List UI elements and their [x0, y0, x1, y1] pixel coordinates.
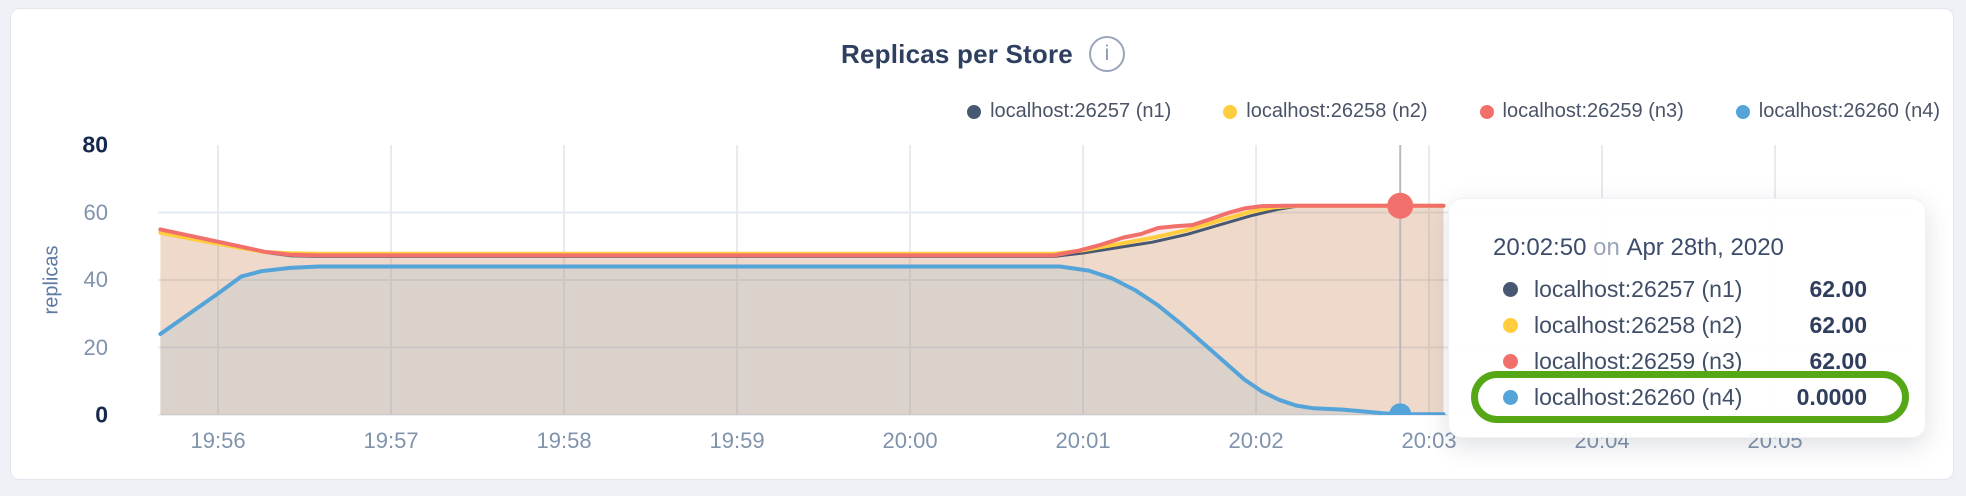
- legend-label: localhost:26260 (n4): [1758, 100, 1940, 122]
- x-tick-20:01: 20:01: [1055, 428, 1111, 453]
- legend-label: localhost:26259 (n3): [1502, 100, 1684, 122]
- tooltip-date: Apr 28th, 2020: [1626, 234, 1784, 261]
- info-icon-glyph: i: [1104, 42, 1110, 65]
- tooltip-connector: on: [1586, 234, 1627, 261]
- tooltip-series-dot-icon: [1503, 317, 1518, 333]
- x-tick-19:57: 19:57: [363, 428, 419, 453]
- tooltip-series-label: localhost:26259 (n3): [1534, 347, 1743, 374]
- legend-item-n4[interactable]: localhost:26260 (n4): [1735, 100, 1940, 123]
- x-tick-19:59: 19:59: [709, 428, 765, 453]
- y-tick-40: 40: [83, 267, 108, 292]
- legend-dot-icon: [1479, 104, 1494, 119]
- y-tick-20: 20: [83, 334, 108, 360]
- legend-item-n3[interactable]: localhost:26259 (n3): [1479, 100, 1684, 123]
- hover-tooltip: 20:02:50 on Apr 28th, 2020 localhost:262…: [1448, 198, 1926, 438]
- legend-item-n1[interactable]: localhost:26257 (n1): [967, 100, 1171, 123]
- x-tick-19:58: 19:58: [536, 428, 592, 453]
- tooltip-time: 20:02:50: [1493, 234, 1587, 261]
- tooltip-series-value: 0.0000: [1796, 383, 1867, 410]
- y-tick-80: 80: [82, 131, 108, 158]
- x-tick-19:56: 19:56: [190, 428, 246, 453]
- tooltip-row-n2: localhost:26258 (n2) 62.00: [1449, 307, 1925, 343]
- y-tick-60: 60: [83, 199, 108, 225]
- tooltip-series-value: 62.00: [1809, 275, 1867, 302]
- tooltip-series-dot-icon: [1503, 389, 1518, 405]
- chart-title: Replicas per Store: [841, 38, 1073, 69]
- legend-label: localhost:26258 (n2): [1246, 100, 1428, 122]
- tooltip-series-value: 62.00: [1809, 311, 1867, 338]
- x-tick-20:00: 20:00: [882, 428, 938, 453]
- tooltip-row-n4: localhost:26260 (n4) 0.0000: [1449, 379, 1925, 415]
- tooltip-row-n1: localhost:26257 (n1) 62.00: [1449, 271, 1925, 307]
- tooltip-row-n3: localhost:26259 (n3) 62.00: [1449, 343, 1925, 379]
- legend-dot-icon: [967, 104, 982, 119]
- legend-item-n2[interactable]: localhost:26258 (n2): [1223, 100, 1428, 123]
- tooltip-series-label: localhost:26260 (n4): [1534, 383, 1743, 410]
- tooltip-series-dot-icon: [1503, 281, 1518, 297]
- tooltip-series-value: 62.00: [1809, 347, 1867, 374]
- tooltip-series-label: localhost:26257 (n1): [1534, 275, 1743, 302]
- tooltip-series-label: localhost:26258 (n2): [1534, 311, 1743, 338]
- x-tick-20:02: 20:02: [1228, 428, 1284, 453]
- x-tick-20:03: 20:03: [1401, 428, 1457, 453]
- tooltip-series-dot-icon: [1503, 353, 1518, 369]
- legend-label: localhost:26257 (n1): [990, 100, 1172, 122]
- legend-dot-icon: [1735, 104, 1750, 119]
- legend-dot-icon: [1223, 104, 1238, 119]
- tooltip-timestamp: 20:02:50 on Apr 28th, 2020: [1493, 233, 1925, 263]
- info-icon[interactable]: i: [1088, 36, 1125, 72]
- chart-legend: localhost:26257 (n1) localhost:26258 (n2)…: [967, 100, 1940, 123]
- y-tick-0: 0: [95, 401, 108, 428]
